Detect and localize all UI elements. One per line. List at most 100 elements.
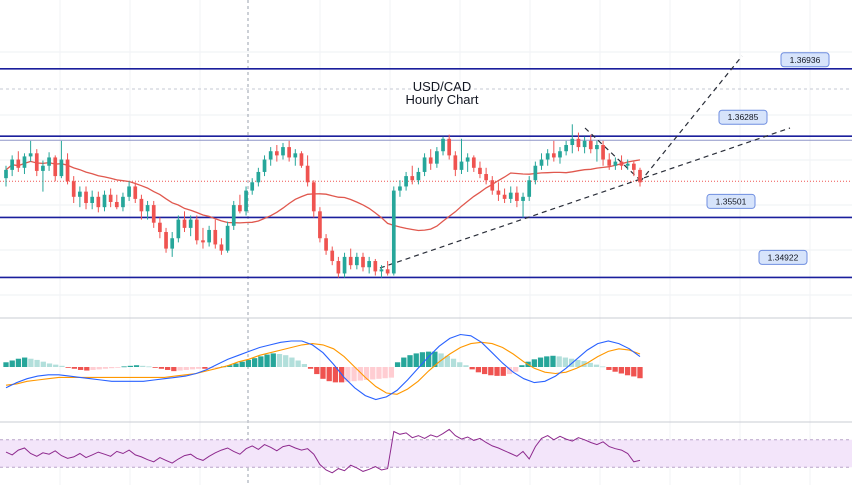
candle-down — [158, 222, 162, 233]
candle-up — [521, 196, 525, 201]
macd-histogram-bar — [196, 367, 202, 369]
candle-down — [318, 211, 322, 239]
candle-up — [379, 269, 384, 272]
candle-down — [348, 256, 353, 266]
candle-down — [361, 256, 365, 268]
macd-histogram-bar — [158, 367, 165, 369]
chart-title: USD/CAD — [413, 79, 472, 94]
macd-histogram-bar — [171, 367, 177, 372]
candle-up — [256, 171, 261, 183]
macd-histogram-bar — [314, 367, 320, 375]
macd-histogram-bar — [426, 351, 432, 367]
macd-histogram-bar — [251, 358, 258, 367]
candle-up — [293, 153, 298, 158]
candle-up — [545, 153, 550, 160]
macd-histogram-bar — [65, 367, 71, 368]
macd-histogram-bar — [357, 367, 363, 381]
macd-histogram-bar — [270, 353, 276, 367]
candle-down — [274, 151, 279, 156]
trendlines — [379, 55, 791, 269]
candle-up — [465, 157, 470, 162]
ascending-trendline — [379, 127, 791, 269]
level-tag-1.36936: 1.36936 — [790, 55, 821, 65]
candle-down — [453, 155, 458, 170]
rsi-band — [0, 439, 852, 468]
macd-histogram-bar — [394, 362, 401, 367]
macd-histogram-bar — [164, 367, 171, 370]
projection-line-up — [639, 55, 743, 183]
macd-histogram-bar — [544, 356, 550, 367]
candle-down — [133, 186, 138, 199]
candle-up — [225, 225, 230, 251]
macd-histogram-bar — [115, 367, 121, 368]
macd-histogram-bar — [102, 367, 109, 369]
macd-histogram-bar — [401, 357, 407, 367]
macd-histogram-bar — [90, 367, 96, 370]
candle-up — [41, 165, 45, 171]
candle-up — [262, 159, 267, 172]
level-tags: 1.36936 1.36285 1.35501 1.34922 — [706, 52, 830, 265]
moving-average-line — [5, 159, 641, 232]
candle-down — [496, 190, 501, 195]
macd-histogram-bar — [413, 353, 419, 367]
candle-down — [164, 232, 168, 249]
level-tag-1.35501: 1.35501 — [716, 196, 747, 206]
candle-up — [281, 147, 285, 156]
rsi-line — [5, 428, 641, 474]
macd-histogram-bar — [3, 362, 9, 367]
macd-histogram-bar — [46, 363, 53, 367]
candle-down — [336, 261, 341, 274]
candle-down — [299, 153, 304, 166]
macd-histogram-bar — [245, 359, 252, 367]
candle-down — [53, 157, 58, 177]
candle-up — [533, 165, 538, 181]
candle-down — [638, 169, 642, 183]
macd-histogram-bar — [127, 365, 133, 367]
macd-histogram-bar — [419, 352, 426, 367]
macd-histogram-bar — [432, 351, 438, 367]
macd-histogram-bar — [612, 367, 618, 372]
macd-histogram-bar — [450, 358, 457, 367]
macd-histogram-bar — [382, 367, 388, 379]
candle-down — [238, 205, 242, 212]
macd-histogram-bar — [227, 365, 233, 367]
macd-histogram-bar — [15, 358, 22, 367]
macd-histogram-bar — [444, 355, 450, 367]
macd-histogram-bar — [96, 367, 102, 370]
macd-histogram-bar — [556, 356, 562, 367]
candle-up — [527, 180, 532, 197]
macd-histogram-bar — [320, 367, 326, 379]
candle-down — [114, 201, 119, 208]
macd-panel — [3, 333, 643, 401]
candle-down — [65, 159, 70, 182]
candle-down — [108, 194, 113, 202]
macd-signal-line — [5, 341, 641, 395]
rsi-panel — [0, 428, 852, 474]
macd-histogram-bar — [537, 357, 544, 367]
level-tag-1.36285: 1.36285 — [728, 112, 759, 122]
candle-up — [244, 190, 248, 212]
candle-up — [435, 151, 439, 164]
macd-histogram-bar — [276, 354, 283, 367]
macd-histogram-bar — [40, 361, 46, 367]
candle-up — [459, 161, 464, 170]
candle-up — [170, 238, 175, 249]
candle-down — [96, 196, 101, 208]
candle-down — [311, 182, 316, 212]
macd-histogram-bar — [488, 367, 494, 376]
candle-up — [508, 192, 513, 199]
macd-histogram-bar — [258, 356, 264, 367]
macd-histogram-bar — [326, 367, 332, 382]
macd-histogram-bar — [587, 362, 593, 367]
support-resistance-levels — [0, 67, 852, 279]
candle-up — [10, 159, 15, 170]
candle-down — [588, 140, 593, 150]
candle-up — [564, 145, 568, 152]
candle-up — [595, 145, 599, 150]
candle-up — [582, 140, 587, 148]
candle-down — [139, 198, 144, 212]
candles — [4, 124, 642, 278]
macd-histogram-bar — [363, 367, 370, 380]
level-tag-box — [780, 52, 830, 68]
